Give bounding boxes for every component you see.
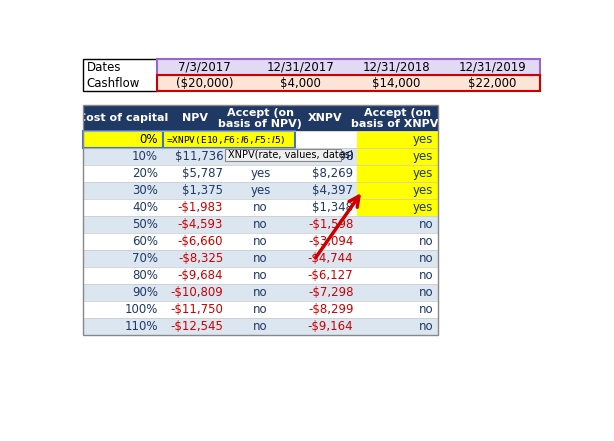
Text: no: no <box>419 320 433 333</box>
FancyBboxPatch shape <box>83 182 438 199</box>
Text: no: no <box>419 303 433 316</box>
Text: yes: yes <box>251 184 271 197</box>
Text: no: no <box>253 218 268 231</box>
Text: 0%: 0% <box>139 134 158 146</box>
Text: NPV: NPV <box>182 113 208 123</box>
Text: no: no <box>253 201 268 214</box>
FancyBboxPatch shape <box>225 149 341 161</box>
Text: -$6,127: -$6,127 <box>308 269 354 282</box>
Text: no: no <box>419 269 433 282</box>
Text: $22,000: $22,000 <box>468 77 516 90</box>
Text: -$7,298: -$7,298 <box>308 286 354 299</box>
FancyBboxPatch shape <box>83 250 438 267</box>
Text: -$4,593: -$4,593 <box>178 218 223 231</box>
FancyBboxPatch shape <box>83 199 438 216</box>
FancyBboxPatch shape <box>83 105 438 131</box>
Text: 110%: 110% <box>125 320 158 333</box>
FancyBboxPatch shape <box>83 267 438 284</box>
Text: Accept (on
basis of XNPV): Accept (on basis of XNPV) <box>351 108 443 129</box>
Text: 7/3/2017: 7/3/2017 <box>178 61 231 74</box>
Text: 60%: 60% <box>132 235 158 248</box>
Text: 80%: 80% <box>132 269 158 282</box>
Text: $11,736: $11,736 <box>174 150 223 163</box>
Text: no: no <box>253 269 268 282</box>
Text: -$8,325: -$8,325 <box>178 252 223 265</box>
Text: $13,298: $13,298 <box>305 150 354 163</box>
Text: -$9,164: -$9,164 <box>308 320 354 333</box>
Text: -$1,983: -$1,983 <box>178 201 223 214</box>
FancyBboxPatch shape <box>83 131 438 149</box>
Text: 70%: 70% <box>132 252 158 265</box>
Text: yes: yes <box>251 167 271 180</box>
Text: no: no <box>419 252 433 265</box>
Text: no: no <box>419 218 433 231</box>
Text: no: no <box>253 235 268 248</box>
Text: Dates: Dates <box>87 61 122 74</box>
Text: Cashflow: Cashflow <box>87 77 140 90</box>
Text: no: no <box>253 320 268 333</box>
FancyBboxPatch shape <box>157 59 540 75</box>
Text: no: no <box>253 252 268 265</box>
Text: $8,269: $8,269 <box>313 167 354 180</box>
Text: -$12,545: -$12,545 <box>170 320 223 333</box>
Text: $1,375: $1,375 <box>182 184 223 197</box>
FancyBboxPatch shape <box>83 301 438 318</box>
Text: Cost of capital: Cost of capital <box>78 113 168 123</box>
Text: XNPV(rate, values, dates): XNPV(rate, values, dates) <box>228 150 354 160</box>
Text: Accept (on
basis of NPV): Accept (on basis of NPV) <box>219 108 302 129</box>
FancyBboxPatch shape <box>83 59 157 91</box>
Text: yes: yes <box>413 184 433 197</box>
FancyBboxPatch shape <box>83 131 163 149</box>
FancyBboxPatch shape <box>357 182 438 199</box>
FancyBboxPatch shape <box>83 216 438 233</box>
Text: 12/31/2019: 12/31/2019 <box>459 61 526 74</box>
Text: yes: yes <box>413 201 433 214</box>
Text: -$1,598: -$1,598 <box>308 218 354 231</box>
Text: no: no <box>253 303 268 316</box>
Text: no: no <box>419 235 433 248</box>
Text: 100%: 100% <box>125 303 158 316</box>
FancyBboxPatch shape <box>357 131 438 149</box>
Text: 20%: 20% <box>132 167 158 180</box>
Text: $14,000: $14,000 <box>372 77 421 90</box>
Text: XNPV: XNPV <box>308 113 343 123</box>
Text: -$4,744: -$4,744 <box>308 252 354 265</box>
Text: 50%: 50% <box>132 218 158 231</box>
FancyBboxPatch shape <box>83 318 438 335</box>
Text: $4,397: $4,397 <box>313 184 354 197</box>
Text: 90%: 90% <box>132 286 158 299</box>
Text: yes: yes <box>413 167 433 180</box>
Text: -$8,299: -$8,299 <box>308 303 354 316</box>
Text: ($20,000): ($20,000) <box>176 77 233 90</box>
Text: -$9,684: -$9,684 <box>177 269 223 282</box>
FancyBboxPatch shape <box>357 165 438 182</box>
FancyBboxPatch shape <box>83 284 438 301</box>
Text: no: no <box>419 286 433 299</box>
Text: yes: yes <box>413 134 433 146</box>
FancyBboxPatch shape <box>157 75 540 91</box>
Text: -$10,809: -$10,809 <box>171 286 223 299</box>
Text: 10%: 10% <box>132 150 158 163</box>
Text: no: no <box>253 286 268 299</box>
Text: -$6,660: -$6,660 <box>177 235 223 248</box>
FancyBboxPatch shape <box>357 149 438 165</box>
Text: =XNPV(E10,$F$6:$I$6,$F$5:$I$5): =XNPV(E10,$F$6:$I$6,$F$5:$I$5) <box>166 134 286 146</box>
Text: $4,000: $4,000 <box>280 77 321 90</box>
FancyBboxPatch shape <box>83 149 438 165</box>
Text: yes: yes <box>413 150 433 163</box>
Text: 12/31/2018: 12/31/2018 <box>362 61 430 74</box>
FancyBboxPatch shape <box>83 165 438 182</box>
Text: -$11,750: -$11,750 <box>170 303 223 316</box>
Text: 40%: 40% <box>132 201 158 214</box>
Text: -$3,094: -$3,094 <box>308 235 354 248</box>
FancyBboxPatch shape <box>163 131 295 149</box>
Text: $5,787: $5,787 <box>182 167 223 180</box>
Text: $1,348: $1,348 <box>313 201 354 214</box>
Text: 12/31/2017: 12/31/2017 <box>266 61 334 74</box>
Text: 30%: 30% <box>132 184 158 197</box>
FancyBboxPatch shape <box>83 233 438 250</box>
FancyBboxPatch shape <box>357 199 438 216</box>
